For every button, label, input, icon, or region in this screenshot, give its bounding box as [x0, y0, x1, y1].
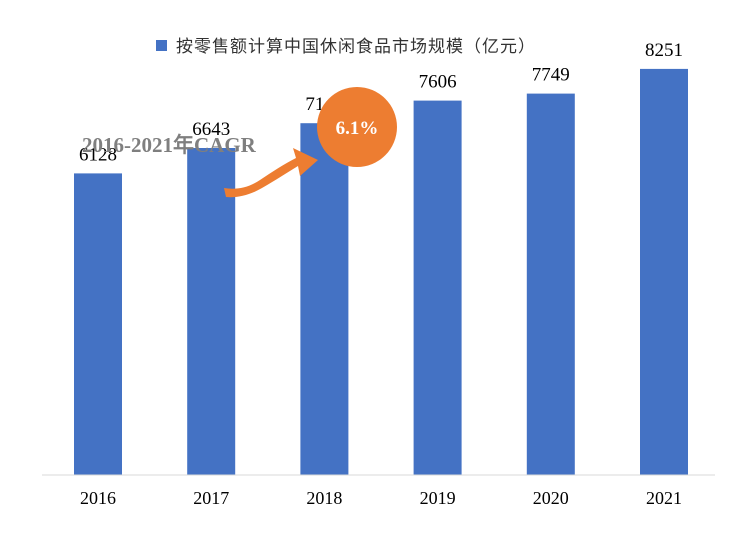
x-tick-2019: 2019	[420, 488, 456, 508]
x-tick-2020: 2020	[533, 488, 569, 508]
data-label-2016: 6128	[79, 144, 117, 165]
x-axis-ticks: 2016 2017 2018 2019 2020 2021	[80, 488, 682, 508]
cagr-label: 2016-2021年CAGR	[82, 133, 257, 157]
x-tick-2018: 2018	[306, 488, 342, 508]
bar-2017	[187, 148, 236, 475]
data-label-2021: 8251	[645, 40, 683, 61]
x-tick-2017: 2017	[193, 488, 229, 508]
x-tick-2016: 2016	[80, 488, 116, 508]
legend: 按零售额计算中国休闲食品市场规模（亿元）	[156, 37, 536, 57]
cagr-value: 6.1%	[336, 118, 379, 139]
bar-2018	[300, 123, 349, 475]
cagr-bubble	[317, 87, 397, 167]
legend-entry: 按零售额计算中国休闲食品市场规模（亿元）	[176, 37, 536, 57]
bar-2021	[640, 68, 688, 476]
bars-group	[74, 68, 688, 476]
data-label-2019: 7606	[419, 72, 457, 93]
cagr-arrow	[224, 148, 318, 198]
legend-swatch	[156, 40, 167, 51]
bar-2016	[74, 173, 122, 475]
cagr-annotation: 2016-2021年CAGR 6.1%	[82, 87, 397, 198]
bar-2019	[413, 100, 462, 475]
data-label-2020: 7749	[532, 65, 570, 86]
x-tick-2021: 2021	[646, 488, 682, 508]
bar-2020	[526, 93, 575, 475]
data-label-2017: 6643	[192, 119, 230, 140]
